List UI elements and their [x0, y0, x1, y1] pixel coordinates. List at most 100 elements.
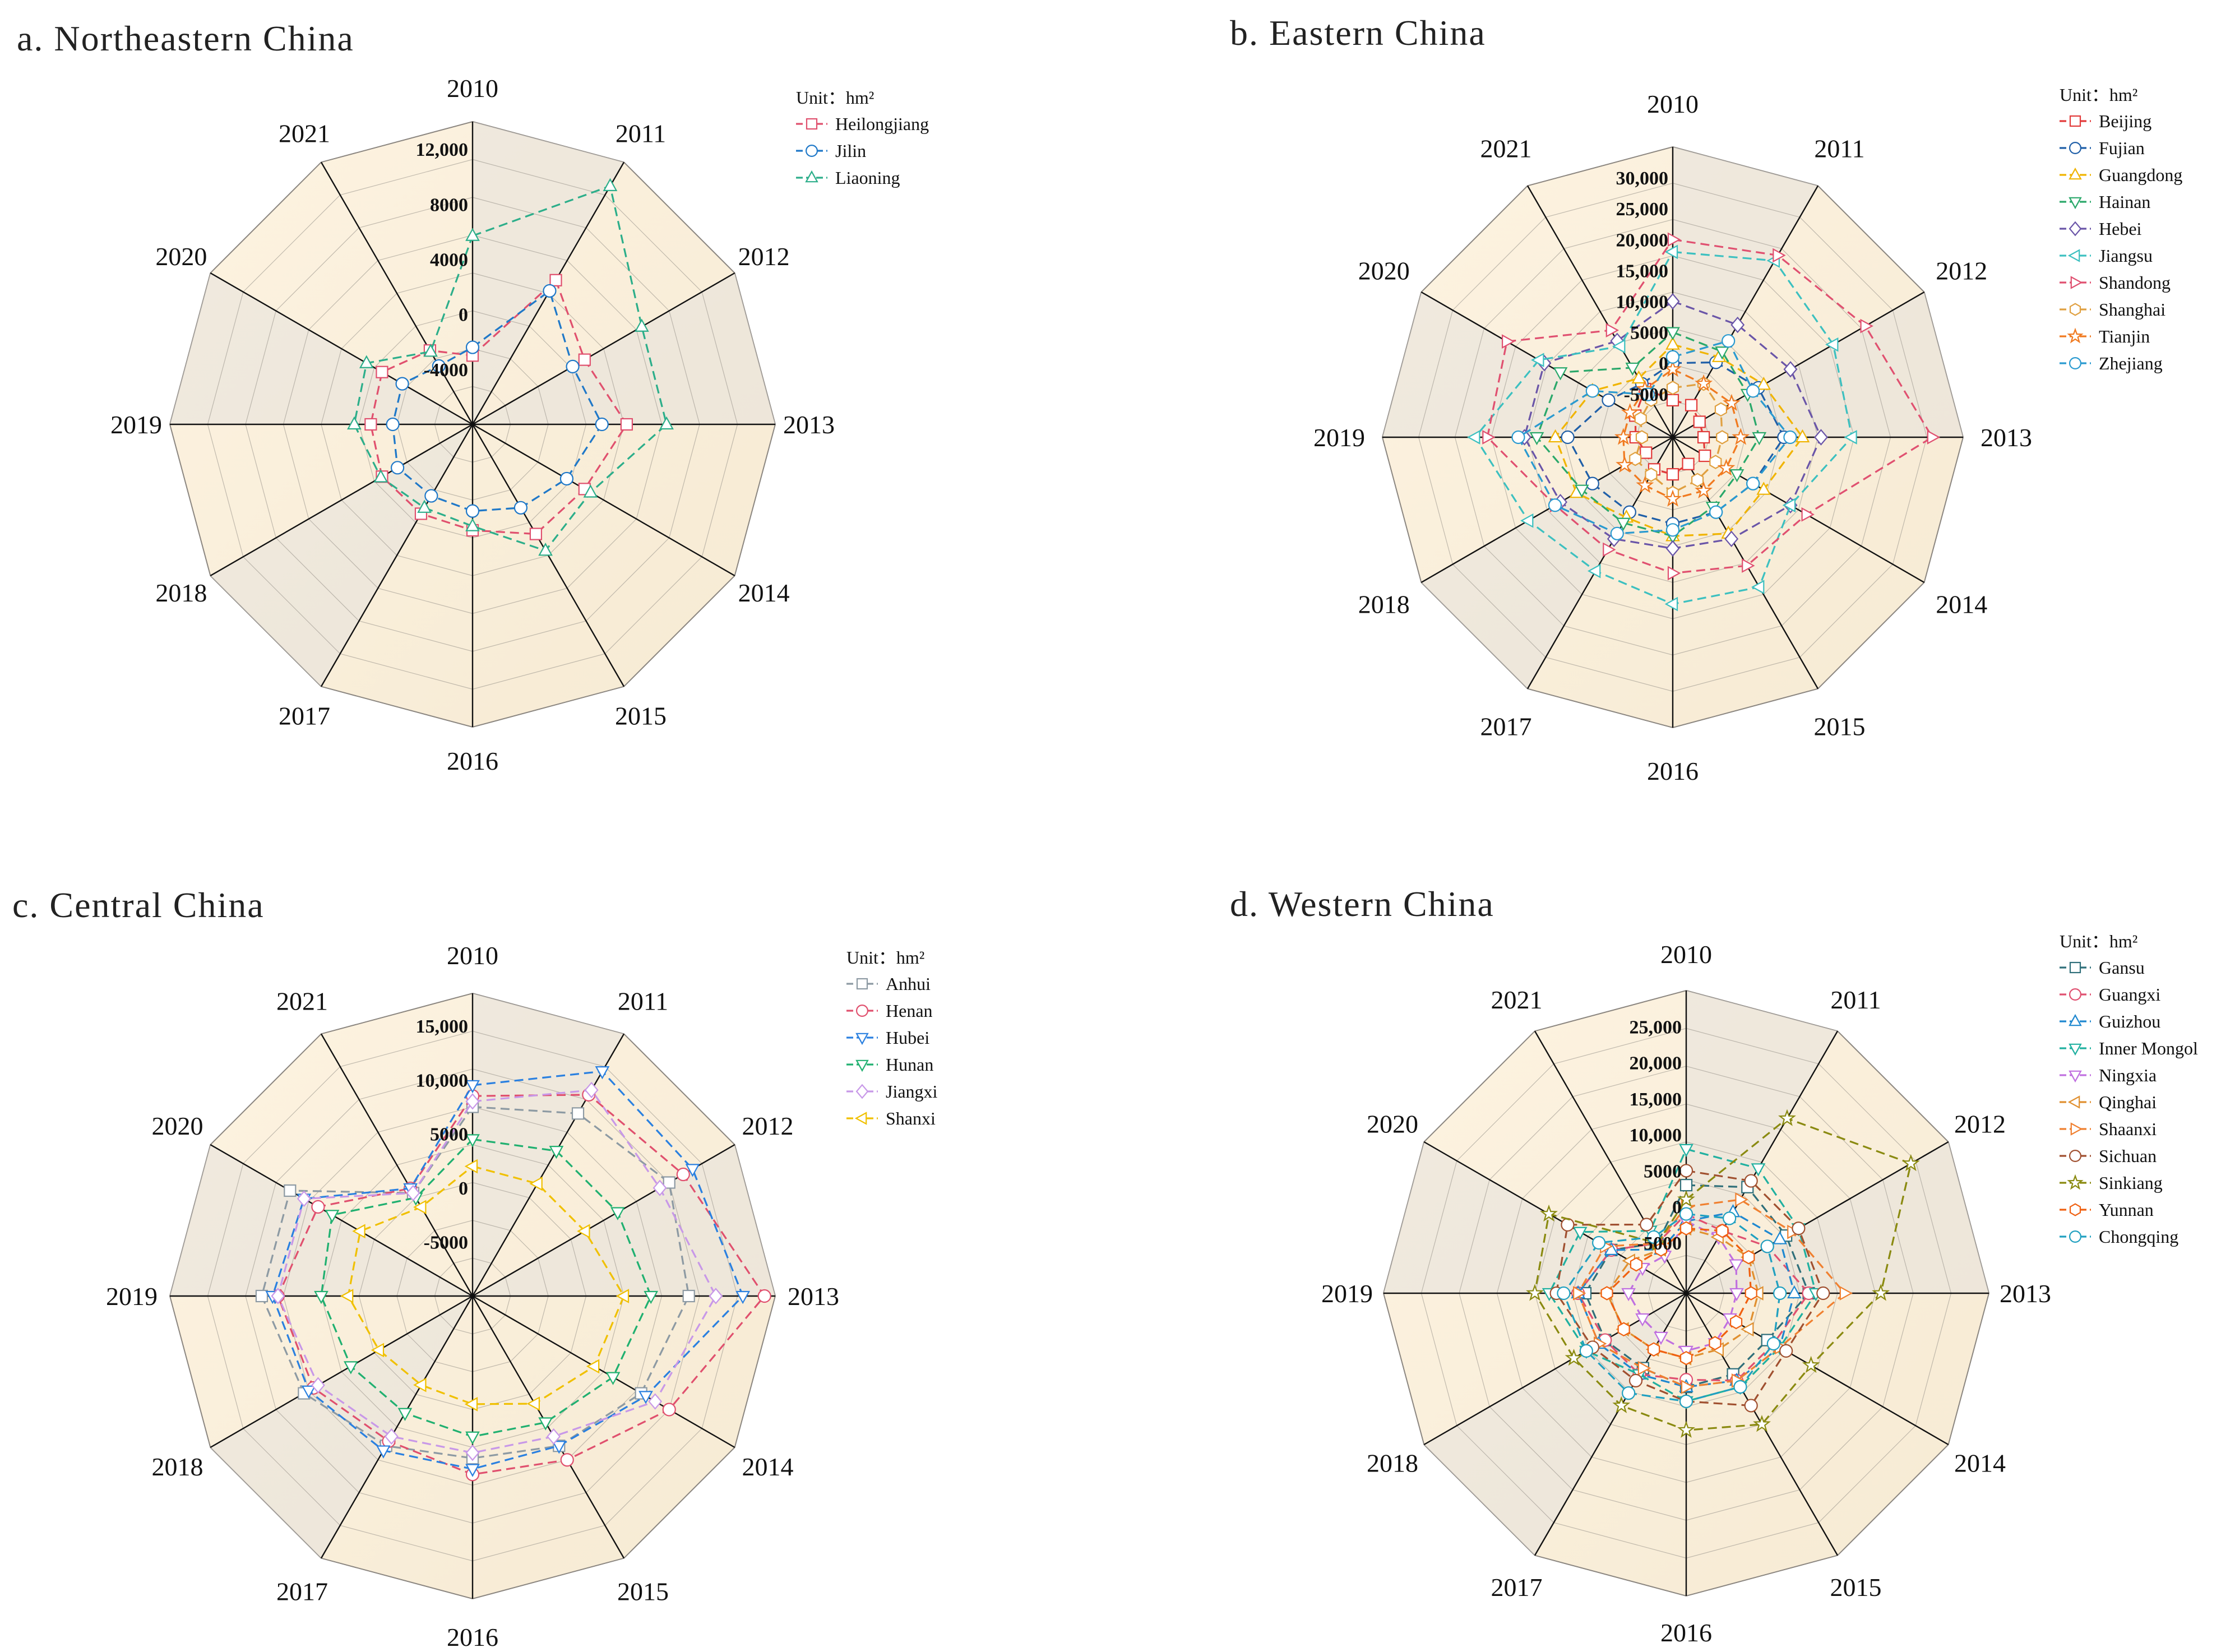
- legend-unit: Unit：hm²: [2060, 85, 2137, 105]
- data-point-jiangxi-2020: [297, 1190, 311, 1207]
- data-point-hebei-2013: [1814, 429, 1828, 446]
- radar-shade-sector: [210, 424, 473, 687]
- data-point-yunnan-2020: [1630, 1257, 1642, 1272]
- data-point-jilin-2016: [465, 504, 480, 518]
- data-point-jiangxi-2011: [584, 1081, 599, 1099]
- tick-label: 5000: [1630, 323, 1668, 344]
- data-point-jiangxi-2018: [311, 1377, 325, 1394]
- radar-shade-sector: [210, 1296, 473, 1558]
- data-point-chongqing-2019: [1557, 1286, 1571, 1301]
- legend-label-shaanxi: Shaanxi: [2099, 1119, 2157, 1139]
- data-point-hainan-2017: [1616, 517, 1631, 531]
- data-point-zhejiang-2014: [1746, 476, 1760, 490]
- data-point-hainan-2013: [1752, 432, 1767, 446]
- data-point-sinkiang-2012: [1901, 1154, 1920, 1172]
- data-point-liaoning-2017: [417, 499, 432, 513]
- data-point-chongqing-2017: [1622, 1386, 1636, 1400]
- data-point-shandong-2020: [1502, 334, 1515, 349]
- data-point-sinkiang-2017: [1612, 1396, 1631, 1413]
- legend-marker-qinghai: [2067, 1095, 2080, 1109]
- data-point-shaanxi-2011: [1735, 1192, 1748, 1207]
- data-point-guangdong-2014: [1756, 482, 1771, 495]
- category-label-2013: 2013: [783, 410, 835, 439]
- data-point-yunnan-2015: [1709, 1336, 1722, 1350]
- data-point-shanxi-2019: [340, 1289, 354, 1303]
- data-point-hebei-2016: [1665, 540, 1680, 557]
- legend: Unit：hm² Gansu Guangxi Guizhou Inner Mongol N…: [2060, 931, 2198, 1247]
- data-point-ningxia-2012: [1729, 1259, 1743, 1272]
- data-point-jiangsu-2019: [1467, 430, 1480, 445]
- data-point-liaoning-2021: [423, 344, 438, 357]
- category-label-2017: 2017: [1480, 712, 1532, 741]
- data-point-shandong-2015: [1742, 558, 1755, 573]
- data-point-hebei-2011: [1730, 316, 1745, 334]
- tick-label: -4000: [424, 360, 468, 381]
- series-zhejiang: [1511, 334, 1797, 540]
- legend-marker-guangdong: [2069, 167, 2082, 180]
- legend-marker-hunan: [855, 1059, 869, 1072]
- data-point-zhejiang-2017: [1610, 526, 1624, 540]
- category-label-2018: 2018: [151, 1452, 203, 1481]
- radar-spoke: [320, 424, 474, 687]
- radar-category-labels: 2010 2011 2012 2013 2014 2015 2016 2017 2018 2019…: [1321, 940, 2051, 1647]
- data-point-sinkiang-2014: [1802, 1355, 1820, 1373]
- legend-unit: Unit：hm²: [846, 947, 924, 968]
- data-point-shandong-2012: [1860, 318, 1873, 334]
- data-point-jiangsu-2018: [1520, 513, 1534, 528]
- radar-shade-sector: [473, 1145, 775, 1296]
- legend-label-jiangsu: Jiangsu: [2099, 246, 2153, 266]
- data-point-yunnan-2010: [1679, 1221, 1693, 1236]
- data-point-hubei-2011: [595, 1066, 610, 1080]
- category-label-2012: 2012: [738, 242, 790, 271]
- legend-label-sichuan: Sichuan: [2099, 1146, 2157, 1166]
- data-point-zhejiang-2015: [1709, 505, 1723, 519]
- data-point-tianjin-2016: [1664, 489, 1682, 507]
- data-point-jilin-2010: [465, 340, 480, 354]
- data-point-anhui-2020: [284, 1184, 297, 1197]
- data-point-sinkiang-2019: [1526, 1284, 1544, 1301]
- legend-label-yunnan: Yunnan: [2099, 1200, 2154, 1220]
- data-point-beijing-2014: [1699, 449, 1711, 462]
- radar-spoke: [472, 272, 735, 425]
- data-point-shanghai-2019: [1635, 430, 1648, 445]
- radar-spoke: [472, 1295, 735, 1449]
- category-label-2010: 2010: [1647, 90, 1699, 118]
- data-point-shanxi-2016: [464, 1396, 478, 1412]
- tick-label: 15,000: [1630, 1089, 1682, 1110]
- category-label-2014: 2014: [1936, 590, 1987, 619]
- data-point-chongqing-2012: [1760, 1239, 1774, 1253]
- data-point-shandong-2016: [1667, 566, 1681, 581]
- category-label-2017: 2017: [276, 1577, 328, 1606]
- data-point-hunan-2020: [325, 1210, 340, 1223]
- radar-spoke: [471, 1295, 625, 1559]
- radar-spokes: [1383, 991, 1989, 1596]
- data-point-shanghai-2012: [1714, 402, 1727, 417]
- data-point-jiangxi-2013: [709, 1288, 723, 1304]
- data-point-liaoning-2015: [538, 543, 553, 556]
- data-point-heilongjiang-2013: [620, 418, 633, 431]
- category-label-2012: 2012: [1936, 257, 1987, 285]
- panel-title: a. Northeastern China: [17, 18, 354, 58]
- data-point-beijing-2016: [1666, 468, 1679, 481]
- data-point-zhejiang-2016: [1665, 523, 1680, 537]
- radar-spoke: [210, 272, 473, 425]
- data-point-jilin-2015: [513, 501, 528, 515]
- category-label-2011: 2011: [616, 119, 666, 147]
- radar-spoke: [471, 1033, 625, 1297]
- category-label-2019: 2019: [106, 1282, 158, 1311]
- radar-tick-labels: -5000 0 5000 10,000 15,000 20,000 25,000 30,000: [1616, 168, 1669, 405]
- data-point-guizhou-2012: [1773, 1231, 1787, 1244]
- data-point-hunan-2011: [549, 1146, 564, 1159]
- radar-spoke: [320, 161, 474, 425]
- category-label-2019: 2019: [1313, 423, 1365, 452]
- radar-shade-sector: [473, 993, 624, 1296]
- legend-marker-fujian: [2069, 142, 2081, 155]
- category-label-2014: 2014: [738, 579, 790, 607]
- tick-label: 25,000: [1630, 1017, 1682, 1038]
- data-point-zhejiang-2010: [1665, 350, 1680, 364]
- legend-label-tianjin: Tianjin: [2099, 326, 2150, 346]
- legend-label-shanxi: Shanxi: [886, 1108, 936, 1128]
- data-point-anhui-2011: [571, 1107, 585, 1120]
- radar-shade-sector: [1421, 437, 1673, 689]
